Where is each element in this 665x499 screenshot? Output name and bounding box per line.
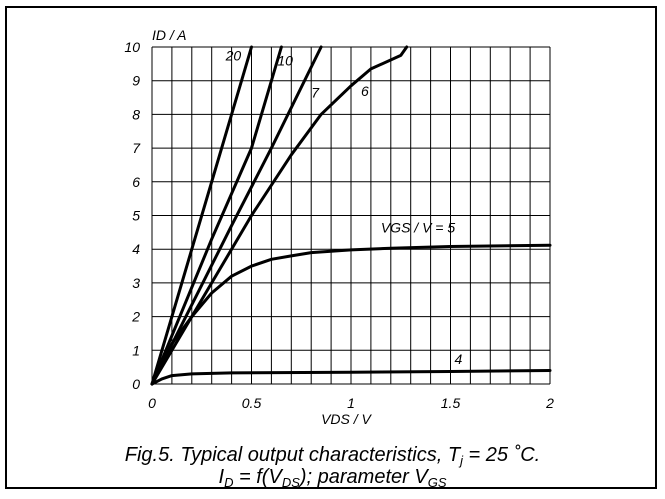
series-label: 4 [454, 351, 462, 367]
y-tick-label: 5 [132, 208, 140, 224]
series-line-vgs-20 [150, 45, 253, 386]
caption-line-2-sub-1: D [224, 475, 234, 490]
curves [150, 45, 552, 386]
x-tick-label: 1 [347, 395, 355, 411]
series-label: 6 [361, 83, 369, 99]
x-tick-label: 0.5 [242, 395, 262, 411]
caption-line-2-c: ); parameter V [299, 466, 428, 488]
caption-line-1-sub: j [460, 453, 463, 468]
y-tick-label: 9 [132, 73, 140, 89]
y-tick-label: 6 [132, 174, 140, 190]
x-tick-label: 0 [148, 395, 156, 411]
curve-labels: 20 10 7 6 VGS / V = 5 4 [225, 47, 463, 366]
output-characteristics-chart: 0 1 2 3 4 5 6 7 8 9 10 0 0.5 1 1.5 2 20 10 7 6 VGS / V = 5 4… [124, 27, 554, 427]
y-tick-label: 1 [132, 342, 140, 358]
y-tick-label: 8 [132, 106, 140, 122]
caption-line-2-sub-3: GS [427, 475, 447, 490]
x-axis-label: VDS / V [321, 411, 372, 427]
y-tick-label: 7 [132, 140, 141, 156]
tick-labels: 0 1 2 3 4 5 6 7 8 9 10 0 0.5 1 1.5 2 [124, 39, 554, 411]
y-tick-label: 4 [132, 241, 140, 257]
caption-line-1-suffix: = 25 ˚C. [462, 444, 541, 466]
caption-line-2-b: = f(V [233, 466, 282, 488]
x-tick-label: 1.5 [441, 395, 461, 411]
series-label: 10 [277, 53, 293, 69]
caption-line-1: Fig.5. Typical output characteristics, T… [0, 444, 665, 468]
caption-line-2-a: I [218, 466, 225, 488]
series-label: 7 [311, 85, 320, 101]
series-line-vgs-4 [150, 369, 552, 386]
series-line-vgs-10 [150, 45, 283, 386]
series-line-vgs-6 [150, 45, 409, 386]
series-label: VGS / V = 5 [381, 219, 456, 235]
series-line-vgs-vgs-v-5 [150, 243, 552, 386]
figure-caption: Fig.5. Typical output characteristics, T… [0, 444, 665, 490]
y-tick-label: 2 [131, 309, 140, 325]
caption-line-2: ID = f(VDS); parameter VGS [0, 466, 665, 490]
caption-line-2-sub-2: DS [281, 475, 300, 490]
y-tick-label: 0 [132, 376, 140, 392]
grid [151, 46, 551, 385]
y-axis-label: ID / A [152, 27, 187, 43]
series-line-vgs-7 [150, 45, 323, 386]
y-tick-label: 3 [132, 275, 140, 291]
series-label: 20 [225, 47, 242, 63]
x-tick-label: 2 [545, 395, 554, 411]
caption-line-1-prefix: Fig.5. Typical output characteristics, T [124, 444, 461, 466]
y-tick-label: 10 [124, 39, 140, 55]
